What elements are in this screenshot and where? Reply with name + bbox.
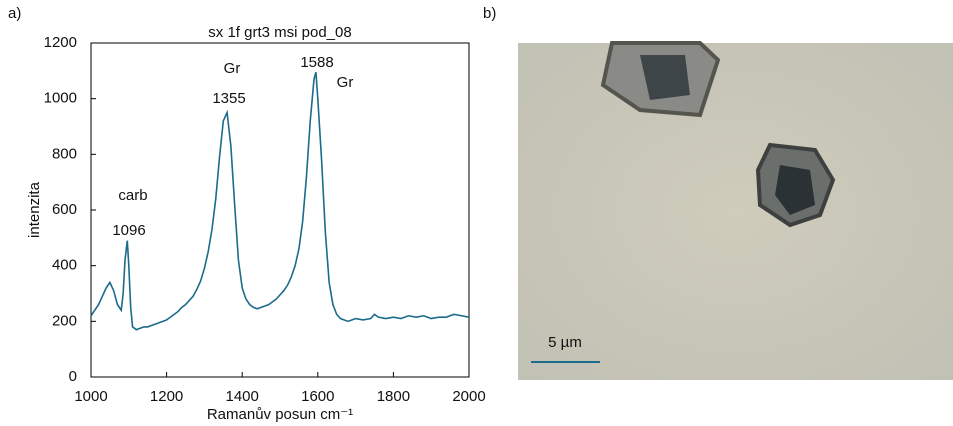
x-tick-label: 1600 xyxy=(301,388,334,405)
y-tick-label: 1200 xyxy=(44,34,77,51)
y-tick-label: 1000 xyxy=(44,90,77,107)
spectrum-line xyxy=(90,72,470,331)
scale-label: 5 µm xyxy=(548,334,582,351)
annotation: 1096 xyxy=(112,222,145,239)
x-tick-label: 1200 xyxy=(150,388,183,405)
x-tick-label: 1400 xyxy=(226,388,259,405)
panel-label: a) xyxy=(8,5,21,22)
y-tick-label: 800 xyxy=(52,145,77,162)
y-axis-label: intenzita xyxy=(26,181,43,238)
annotation: Gr xyxy=(224,60,241,77)
y-tick-label: 0 xyxy=(69,368,77,385)
y-tick-label: 600 xyxy=(52,201,77,218)
y-tick-label: 400 xyxy=(52,257,77,274)
annotation: 1588 xyxy=(300,54,333,71)
x-tick-label: 2000 xyxy=(452,388,485,405)
y-tick-label: 200 xyxy=(52,312,77,329)
crystal-core xyxy=(775,165,815,215)
panel-label: b) xyxy=(483,5,496,22)
annotation: 1355 xyxy=(212,90,245,107)
x-axis-label: Ramanův posun cm⁻¹ xyxy=(207,406,353,423)
photo-background xyxy=(518,43,953,380)
chart-title: sx 1f grt3 msi pod_08 xyxy=(208,24,351,41)
x-tick-label: 1000 xyxy=(74,388,107,405)
annotation: carb xyxy=(118,187,147,204)
crystal-core xyxy=(640,55,690,100)
annotation: Gr xyxy=(337,74,354,91)
x-tick-label: 1800 xyxy=(377,388,410,405)
micrograph: 5 µm xyxy=(518,41,953,380)
